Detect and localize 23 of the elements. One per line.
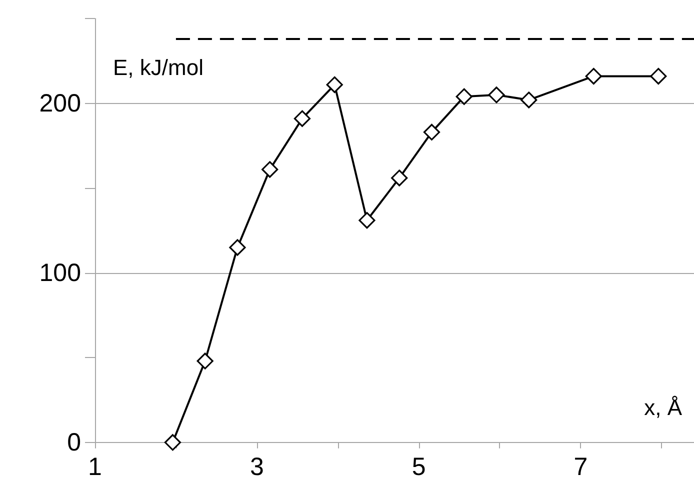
point <box>391 170 408 186</box>
point <box>488 86 505 104</box>
point <box>294 110 311 127</box>
x-tick-label: 3 <box>250 452 264 481</box>
y-axis-title: E, kJ/mol <box>113 55 204 80</box>
x-tick-label: 1 <box>88 452 102 481</box>
point <box>358 212 376 229</box>
point <box>196 352 214 370</box>
point <box>456 88 472 105</box>
point <box>520 92 538 108</box>
point <box>585 68 602 85</box>
point <box>650 68 667 85</box>
y-tick-label: 0 <box>67 428 81 456</box>
point <box>262 161 278 178</box>
x-tick-label: 5 <box>412 452 426 481</box>
y-tick-label: 100 <box>39 258 81 287</box>
x-tick-label: 7 <box>574 452 588 481</box>
point <box>326 76 343 94</box>
x-axis-title: x, Å <box>644 394 682 420</box>
point <box>164 434 182 451</box>
point <box>423 124 440 140</box>
y-tick-label: 200 <box>39 89 81 118</box>
point <box>229 239 246 256</box>
